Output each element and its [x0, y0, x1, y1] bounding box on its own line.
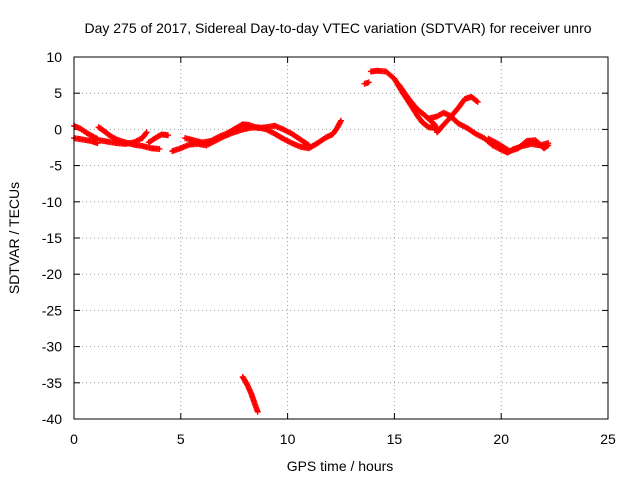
- data-points: [71, 67, 552, 415]
- y-tick-label: -20: [42, 266, 62, 282]
- data-point: [142, 130, 149, 137]
- axis-ticks: 0 5 10 15 20 25 10 5 0 -5 -10 -15 -20 -25 -30 -35 -40: [42, 49, 616, 447]
- data-point: [473, 98, 480, 105]
- x-tick-label: 0: [70, 431, 78, 447]
- chart-title: Day 275 of 2017, Sidereal Day-to-day VTE…: [84, 20, 591, 36]
- x-tick-label: 20: [493, 431, 509, 447]
- data-point: [304, 141, 311, 148]
- data-point: [474, 98, 481, 105]
- data-point: [365, 79, 372, 86]
- y-tick-label: -15: [42, 230, 62, 246]
- grid-lines: [74, 57, 608, 419]
- data-point: [338, 117, 344, 124]
- y-axis-label: SDTVAR / TECUs: [6, 182, 22, 294]
- data-point: [544, 143, 551, 150]
- data-point: [305, 142, 312, 149]
- y-tick-label: -35: [42, 375, 62, 391]
- data-point: [254, 408, 261, 415]
- y-tick-label: 0: [54, 121, 62, 137]
- data-point: [143, 129, 150, 136]
- y-tick-label: -5: [50, 158, 63, 174]
- data-point: [545, 142, 552, 149]
- y-tick-label: -10: [42, 194, 62, 210]
- x-tick-label: 10: [280, 431, 296, 447]
- y-tick-label: 10: [46, 49, 62, 65]
- data-point: [156, 145, 163, 152]
- y-tick-label: -25: [42, 302, 62, 318]
- x-tick-label: 15: [387, 431, 403, 447]
- y-tick-label: -40: [42, 411, 62, 427]
- y-tick-label: -30: [42, 339, 62, 355]
- y-tick-label: 5: [54, 85, 62, 101]
- plot-frame: [73, 56, 609, 420]
- x-tick-label: 25: [600, 431, 616, 447]
- data-point: [164, 132, 171, 139]
- x-axis-label: GPS time / hours: [287, 458, 394, 474]
- x-tick-label: 5: [177, 431, 185, 447]
